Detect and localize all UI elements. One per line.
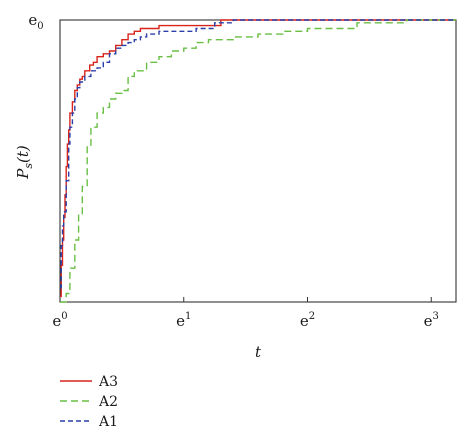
y-axis-label: Ps(t)	[14, 145, 35, 180]
y-axis-label-sub: s	[22, 163, 35, 169]
series-line-a2	[60, 19, 456, 303]
legend-label-a3: A3	[98, 374, 118, 390]
x-axis-ticks: e0 e1 e2 e3	[52, 297, 439, 330]
y-axis-label-base: P	[14, 168, 32, 180]
series-line-a1	[60, 19, 456, 289]
svg-text:Ps(t): Ps(t)	[14, 145, 35, 180]
plot-frame	[59, 19, 457, 303]
y-tick-label: e0	[28, 11, 43, 32]
x-axis-label: t	[255, 343, 262, 361]
x-tick-label: e3	[424, 311, 439, 330]
y-axis-ticks: e0	[28, 11, 65, 32]
legend-label-a2: A2	[98, 394, 118, 410]
legend: A3 A2 A1	[60, 374, 118, 430]
plot-area	[59, 19, 457, 303]
y-axis-label-arg: (t)	[14, 145, 32, 163]
legend-label-a1: A1	[98, 414, 118, 430]
x-tick-label: e1	[176, 311, 191, 330]
series-line-a3	[60, 19, 456, 298]
series-layer	[60, 19, 456, 303]
x-tick-label: e2	[300, 311, 315, 330]
x-tick-label: e0	[52, 311, 67, 330]
